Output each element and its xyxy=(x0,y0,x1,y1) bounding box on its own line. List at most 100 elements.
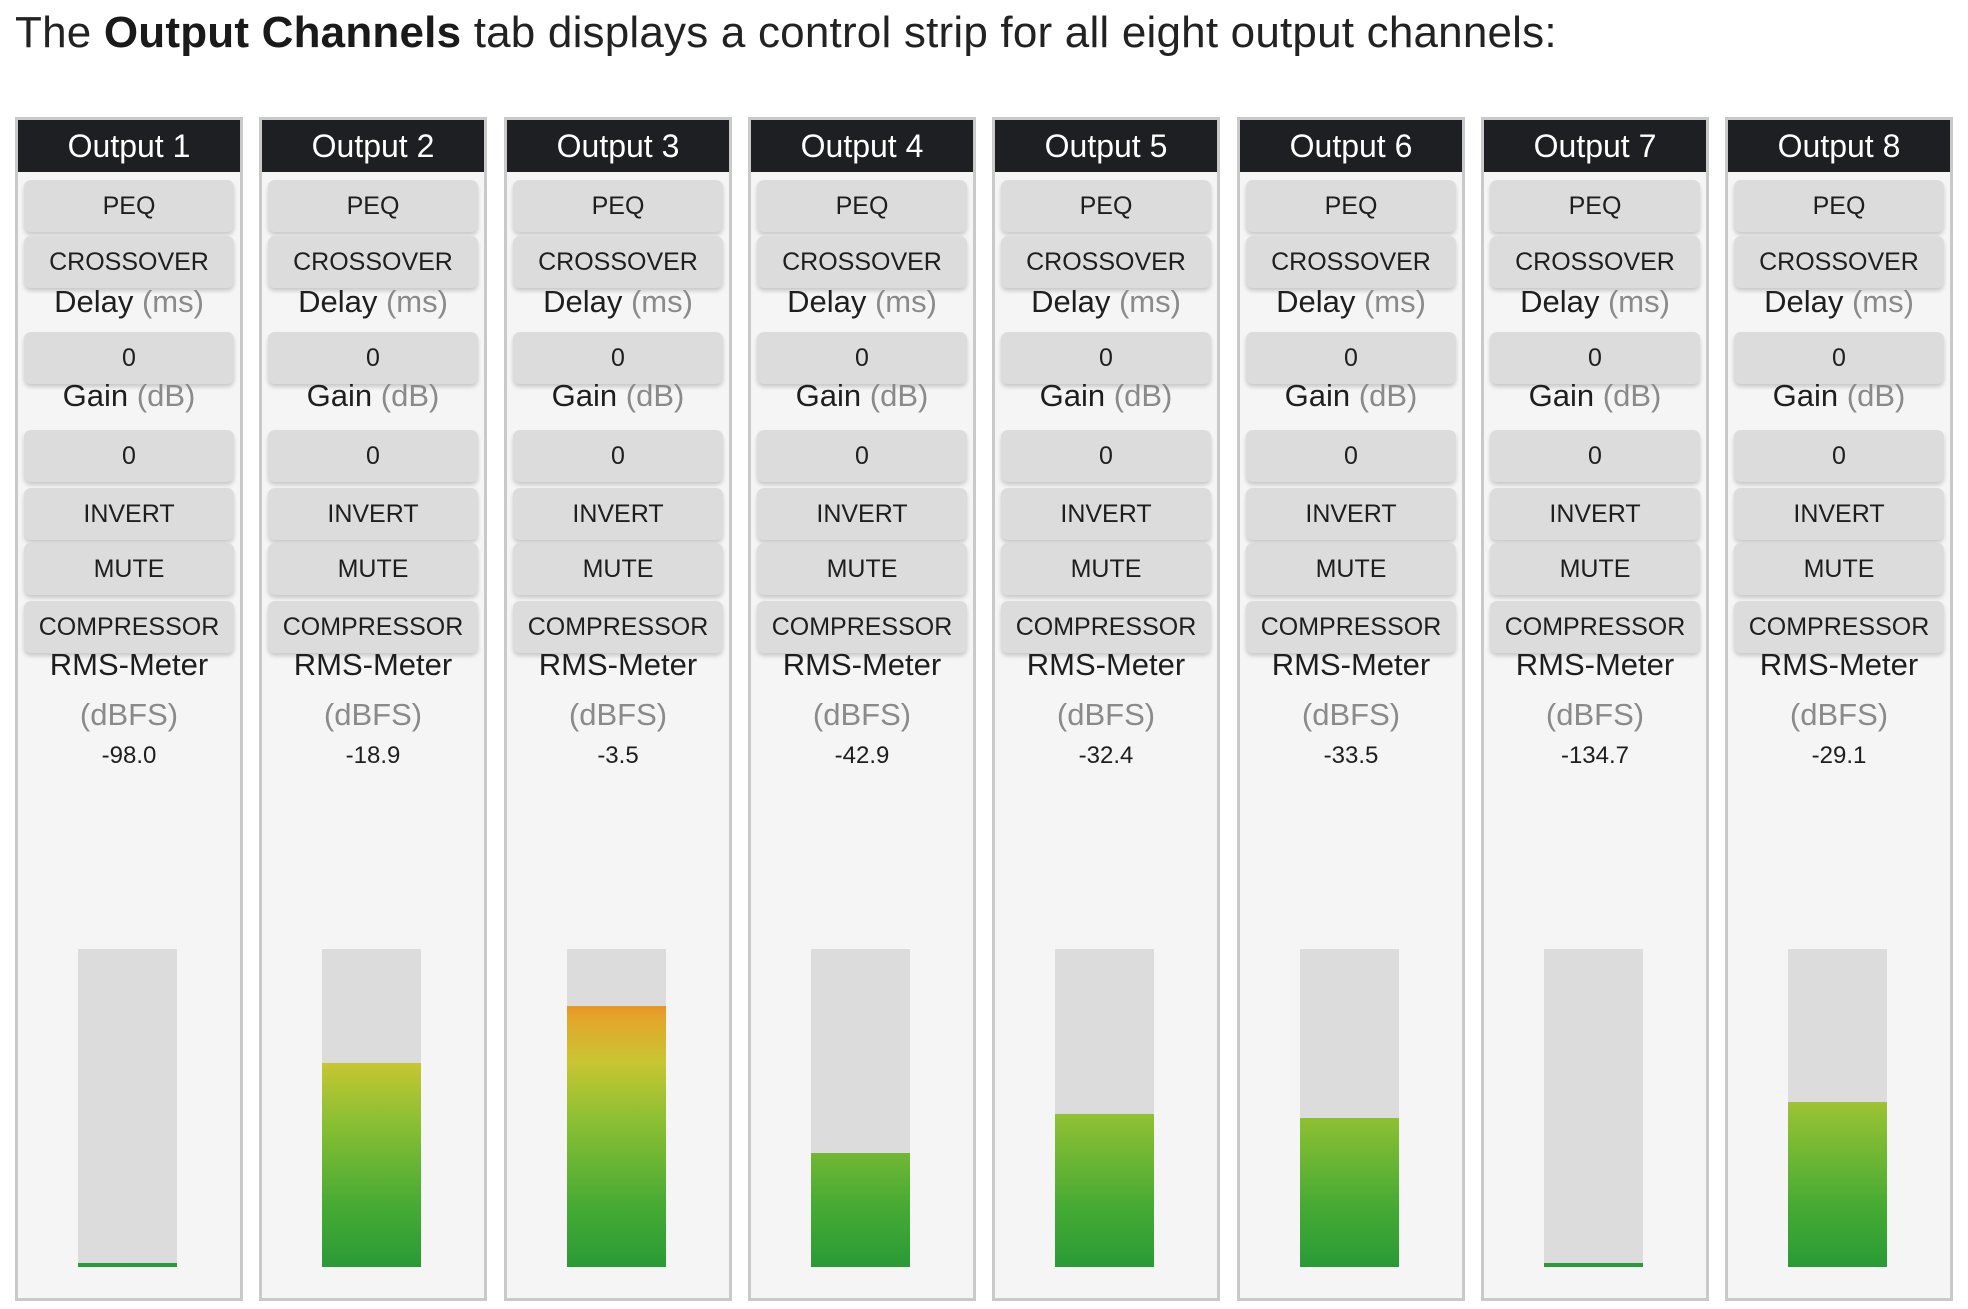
compressor-button[interactable]: COMPRESSOR xyxy=(24,601,234,653)
compressor-button[interactable]: COMPRESSOR xyxy=(1246,601,1456,653)
gain-value-field[interactable]: 0 xyxy=(268,430,478,482)
rms-level-meter xyxy=(1055,949,1154,1267)
delay-value-field[interactable]: 0 xyxy=(1001,332,1211,384)
gain-value-field[interactable]: 0 xyxy=(1734,430,1944,482)
peq-button[interactable]: PEQ xyxy=(513,180,723,232)
delay-unit: (ms) xyxy=(141,284,204,319)
gain-value-field[interactable]: 0 xyxy=(1490,430,1700,482)
invert-button[interactable]: INVERT xyxy=(1246,488,1456,540)
peq-button[interactable]: PEQ xyxy=(24,180,234,232)
gain-label: Gain (dB) xyxy=(507,378,729,414)
rms-level-fill xyxy=(322,1063,421,1267)
crossover-button[interactable]: CROSSOVER xyxy=(1001,236,1211,288)
mute-button[interactable]: MUTE xyxy=(24,543,234,595)
rms-meter-unit: (dBFS) xyxy=(79,697,179,732)
gain-label-text: Gain xyxy=(62,378,129,413)
channel-title: Output 2 xyxy=(262,120,484,172)
compressor-button[interactable]: COMPRESSOR xyxy=(1734,601,1944,653)
delay-unit: (ms) xyxy=(874,284,937,319)
mute-button[interactable]: MUTE xyxy=(1734,543,1944,595)
crossover-button[interactable]: CROSSOVER xyxy=(757,236,967,288)
delay-value-field[interactable]: 0 xyxy=(1734,332,1944,384)
invert-button[interactable]: INVERT xyxy=(1490,488,1700,540)
gain-value-field[interactable]: 0 xyxy=(24,430,234,482)
peq-button[interactable]: PEQ xyxy=(1246,180,1456,232)
compressor-button[interactable]: COMPRESSOR xyxy=(513,601,723,653)
output-channel-strip-1: Output 1 PEQ CROSSOVER Delay (ms) 0 Gain… xyxy=(15,117,243,1301)
intro-tab-name: Output Channels xyxy=(103,8,462,57)
rms-meter-unit: (dBFS) xyxy=(568,697,668,732)
compressor-button[interactable]: COMPRESSOR xyxy=(1490,601,1700,653)
invert-button[interactable]: INVERT xyxy=(513,488,723,540)
gain-label: Gain (dB) xyxy=(995,378,1217,414)
crossover-button[interactable]: CROSSOVER xyxy=(1246,236,1456,288)
gain-label: Gain (dB) xyxy=(18,378,240,414)
output-channel-strip-3: Output 3 PEQ CROSSOVER Delay (ms) 0 Gain… xyxy=(504,117,732,1301)
crossover-button[interactable]: CROSSOVER xyxy=(1734,236,1944,288)
gain-unit: (dB) xyxy=(1846,378,1906,413)
rms-meter-value: -42.9 xyxy=(834,742,890,769)
crossover-button[interactable]: CROSSOVER xyxy=(1490,236,1700,288)
rms-level-fill xyxy=(1055,1114,1154,1267)
gain-value-field[interactable]: 0 xyxy=(1246,430,1456,482)
mute-button[interactable]: MUTE xyxy=(757,543,967,595)
gain-label: Gain (dB) xyxy=(751,378,973,414)
gain-label-text: Gain xyxy=(1772,378,1839,413)
invert-button[interactable]: INVERT xyxy=(24,488,234,540)
peq-button[interactable]: PEQ xyxy=(1734,180,1944,232)
mute-button[interactable]: MUTE xyxy=(1001,543,1211,595)
mute-button[interactable]: MUTE xyxy=(1246,543,1456,595)
crossover-button[interactable]: CROSSOVER xyxy=(513,236,723,288)
delay-label-text: Delay xyxy=(543,284,623,319)
channel-title: Output 6 xyxy=(1240,120,1462,172)
crossover-button[interactable]: CROSSOVER xyxy=(24,236,234,288)
delay-value-field[interactable]: 0 xyxy=(757,332,967,384)
peq-button[interactable]: PEQ xyxy=(757,180,967,232)
rms-meter-label: RMS-Meter xyxy=(293,647,453,682)
delay-value-field[interactable]: 0 xyxy=(1246,332,1456,384)
gain-label: Gain (dB) xyxy=(1484,378,1706,414)
mute-button[interactable]: MUTE xyxy=(268,543,478,595)
peq-button[interactable]: PEQ xyxy=(268,180,478,232)
gain-value-field[interactable]: 0 xyxy=(757,430,967,482)
gain-value-field[interactable]: 0 xyxy=(1001,430,1211,482)
peq-button[interactable]: PEQ xyxy=(1490,180,1700,232)
rms-meter-label: RMS-Meter xyxy=(1759,647,1919,682)
rms-meter-value: -3.5 xyxy=(597,742,639,769)
gain-value-field[interactable]: 0 xyxy=(513,430,723,482)
rms-meter-unit: (dBFS) xyxy=(812,697,912,732)
gain-label-text: Gain xyxy=(1284,378,1351,413)
crossover-button[interactable]: CROSSOVER xyxy=(268,236,478,288)
gain-unit: (dB) xyxy=(380,378,440,413)
output-channel-strip-6: Output 6 PEQ CROSSOVER Delay (ms) 0 Gain… xyxy=(1237,117,1465,1301)
delay-value-field[interactable]: 0 xyxy=(268,332,478,384)
delay-label: Delay (ms) xyxy=(262,284,484,320)
rms-meter-label: RMS-Meter xyxy=(1515,647,1675,682)
channel-title: Output 4 xyxy=(751,120,973,172)
delay-value-field[interactable]: 0 xyxy=(1490,332,1700,384)
rms-level-meter xyxy=(1300,949,1399,1267)
invert-button[interactable]: INVERT xyxy=(268,488,478,540)
rms-meter-value: -18.9 xyxy=(345,742,401,769)
peq-button[interactable]: PEQ xyxy=(1001,180,1211,232)
output-channel-strip-7: Output 7 PEQ CROSSOVER Delay (ms) 0 Gain… xyxy=(1481,117,1709,1301)
gain-unit: (dB) xyxy=(136,378,196,413)
channel-title: Output 1 xyxy=(18,120,240,172)
invert-button[interactable]: INVERT xyxy=(1734,488,1944,540)
rms-meter-unit: (dBFS) xyxy=(1056,697,1156,732)
gain-unit: (dB) xyxy=(869,378,929,413)
compressor-button[interactable]: COMPRESSOR xyxy=(268,601,478,653)
gain-label-text: Gain xyxy=(551,378,618,413)
delay-value-field[interactable]: 0 xyxy=(513,332,723,384)
mute-button[interactable]: MUTE xyxy=(513,543,723,595)
invert-button[interactable]: INVERT xyxy=(1001,488,1211,540)
compressor-button[interactable]: COMPRESSOR xyxy=(757,601,967,653)
rms-level-fill xyxy=(1300,1118,1399,1267)
channel-title: Output 8 xyxy=(1728,120,1950,172)
delay-value-field[interactable]: 0 xyxy=(24,332,234,384)
delay-label-text: Delay xyxy=(54,284,134,319)
invert-button[interactable]: INVERT xyxy=(757,488,967,540)
compressor-button[interactable]: COMPRESSOR xyxy=(1001,601,1211,653)
mute-button[interactable]: MUTE xyxy=(1490,543,1700,595)
delay-label: Delay (ms) xyxy=(18,284,240,320)
